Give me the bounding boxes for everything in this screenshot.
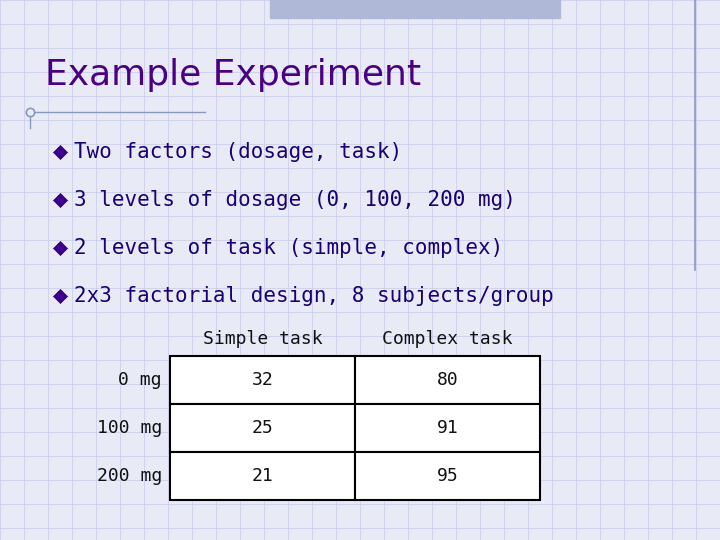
Text: 91: 91 xyxy=(436,419,459,437)
Text: 3 levels of dosage (0, 100, 200 mg): 3 levels of dosage (0, 100, 200 mg) xyxy=(74,190,516,210)
Text: 25: 25 xyxy=(251,419,274,437)
Text: 0 mg: 0 mg xyxy=(119,371,162,389)
Text: 95: 95 xyxy=(436,467,459,485)
Bar xyxy=(170,404,355,452)
Bar xyxy=(355,356,540,404)
Text: Complex task: Complex task xyxy=(382,330,513,348)
Text: 21: 21 xyxy=(251,467,274,485)
Bar xyxy=(355,452,540,500)
Bar xyxy=(170,356,355,404)
Text: 32: 32 xyxy=(251,371,274,389)
Text: 80: 80 xyxy=(436,371,459,389)
Text: 200 mg: 200 mg xyxy=(96,467,162,485)
Bar xyxy=(355,404,540,452)
Bar xyxy=(270,0,560,18)
Bar xyxy=(170,452,355,500)
Text: 2 levels of task (simple, complex): 2 levels of task (simple, complex) xyxy=(74,238,503,258)
Text: Two factors (dosage, task): Two factors (dosage, task) xyxy=(74,142,402,162)
Text: 100 mg: 100 mg xyxy=(96,419,162,437)
Text: 2x3 factorial design, 8 subjects/group: 2x3 factorial design, 8 subjects/group xyxy=(74,286,554,306)
Text: Example Experiment: Example Experiment xyxy=(45,58,421,92)
Text: Simple task: Simple task xyxy=(203,330,323,348)
